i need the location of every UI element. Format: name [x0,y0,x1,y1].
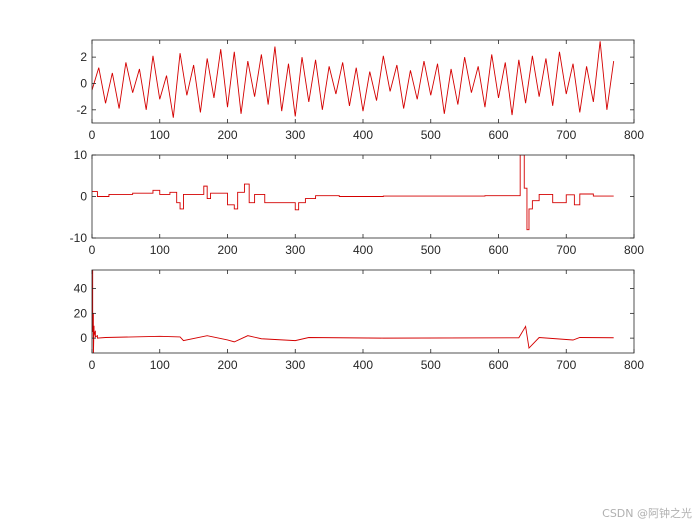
series-line-1 [92,41,615,118]
x-tick-label: 800 [624,358,644,372]
series-line-1 [92,270,614,353]
x-tick-label: 0 [89,358,96,372]
x-tick-label: 600 [488,358,508,372]
y-tick-label: -10 [70,231,88,245]
x-tick-label: 400 [353,128,373,142]
x-tick-label: 300 [285,358,305,372]
x-tick-label: 300 [285,243,305,257]
x-tick-label: 200 [217,128,237,142]
x-tick-label: 500 [421,358,441,372]
x-tick-label: 700 [556,128,576,142]
x-tick-label: 700 [556,243,576,257]
y-tick-label: 0 [80,190,87,204]
x-tick-label: 0 [89,128,96,142]
x-tick-label: 400 [353,243,373,257]
y-tick-label: 0 [80,331,87,345]
x-tick-label: 600 [488,243,508,257]
y-tick-label: 0 [80,76,87,90]
x-tick-label: 100 [150,243,170,257]
axes-box [91,269,635,354]
y-tick-label: -2 [76,103,87,117]
y-tick-label: 20 [74,306,88,320]
y-tick-label: 10 [74,148,88,162]
y-tick-label: 40 [74,282,88,296]
x-tick-label: 100 [150,128,170,142]
x-tick-label: 500 [421,128,441,142]
x-tick-label: 700 [556,358,576,372]
x-tick-label: 800 [624,128,644,142]
subplot-1: 0 100 200 300 400 500 600 700 800-202 [76,39,644,142]
x-tick-label: 0 [89,243,96,257]
x-tick-label: 500 [421,243,441,257]
x-tick-label: 400 [353,358,373,372]
x-tick-label: 200 [217,243,237,257]
x-tick-label: 200 [217,358,237,372]
subplot-3: 0 100 200 300 400 500 600 700 800 0 20 40 [74,269,644,372]
x-tick-label: 300 [285,128,305,142]
x-tick-label: 600 [488,128,508,142]
series-line-1 [92,155,614,231]
watermark: CSDN @阿钟之光 [602,507,692,520]
y-tick-label: 2 [80,50,87,64]
x-tick-label: 100 [150,358,170,372]
x-tick-label: 800 [624,243,644,257]
